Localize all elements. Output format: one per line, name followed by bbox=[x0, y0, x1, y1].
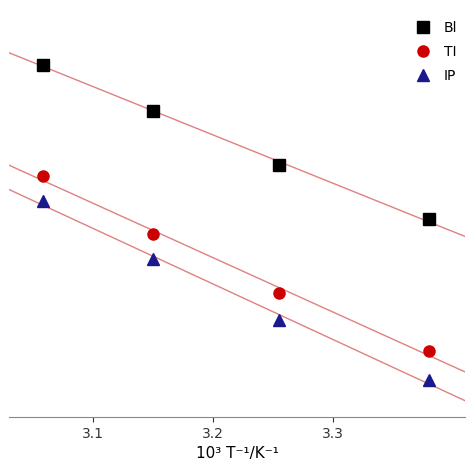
X-axis label: 10³ T⁻¹/K⁻¹: 10³ T⁻¹/K⁻¹ bbox=[196, 447, 278, 461]
Legend: Bl, TI, IP: Bl, TI, IP bbox=[404, 16, 463, 88]
